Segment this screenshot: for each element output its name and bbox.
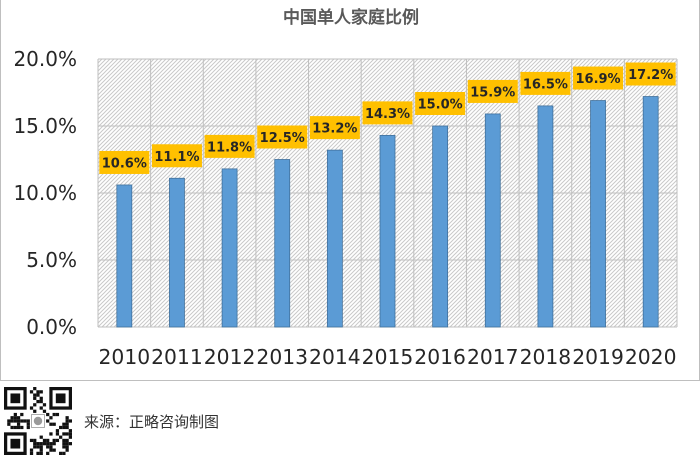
source-note: 来源：正略咨询制图 [84,413,220,431]
bar [221,168,238,328]
bar [642,96,659,328]
data-label-box [520,71,571,95]
data-label-box [467,79,518,103]
data-label-box [625,62,676,86]
data-label: 12.5% [260,131,305,146]
bar [537,105,554,328]
bar [169,177,185,328]
x-tick-label: 2012 [204,345,256,369]
x-tick-label: 2018 [520,345,572,369]
x-tick-label: 2019 [572,345,624,369]
y-tick-label: 15.0% [13,114,77,138]
x-tick-label: 2017 [467,345,519,369]
data-label: 11.8% [207,140,252,155]
x-tick-label: 2010 [99,345,151,369]
bar-chart: 0.0% 5.0% 10.0% 15.0% 20.0% 2010 2011 2012 2013… [13,47,678,369]
y-tick-label: 10.0% [13,181,77,205]
x-tick-label: 2015 [362,345,414,369]
data-label-box [151,144,202,168]
data-label-box [415,92,466,115]
x-tick-label: 2020 [625,345,677,369]
footer: 来源：正略咨询制图 [0,381,700,461]
data-label: 11.1% [154,150,199,165]
bar [116,184,133,328]
bar [590,100,606,328]
qr-code-icon [4,387,72,455]
data-label: 17.2% [628,68,673,83]
data-label-box [573,66,624,90]
data-label: 15.9% [470,85,515,100]
y-tick-label: 20.0% [13,47,77,71]
bar [484,113,501,328]
x-tick-label: 2016 [414,345,466,369]
data-label-box [204,134,255,158]
bar [432,125,449,328]
data-label-box [99,150,150,174]
chart-title: 中国单人家庭比例 [283,8,419,28]
data-label-box [257,125,308,149]
y-tick-label: 5.0% [26,248,77,272]
data-label-box [309,116,360,140]
data-label: 10.6% [102,156,147,171]
data-label: 16.5% [523,77,568,92]
y-tick-label: 0.0% [26,315,77,339]
x-tick-label: 2011 [151,345,203,369]
data-label-box [362,101,413,125]
chart-frame: 0.0% 5.0% 10.0% 15.0% 20.0% 2010 2011 2012 2013… [0,0,700,381]
data-label: 15.0% [418,98,463,113]
data-label: 14.3% [365,107,410,122]
bar [326,149,343,328]
data-label: 13.2% [312,122,357,137]
x-tick-label: 2013 [256,345,308,369]
x-tick-label: 2014 [309,345,361,369]
bar [274,159,291,328]
bar [379,134,396,328]
data-label: 16.9% [575,72,620,87]
